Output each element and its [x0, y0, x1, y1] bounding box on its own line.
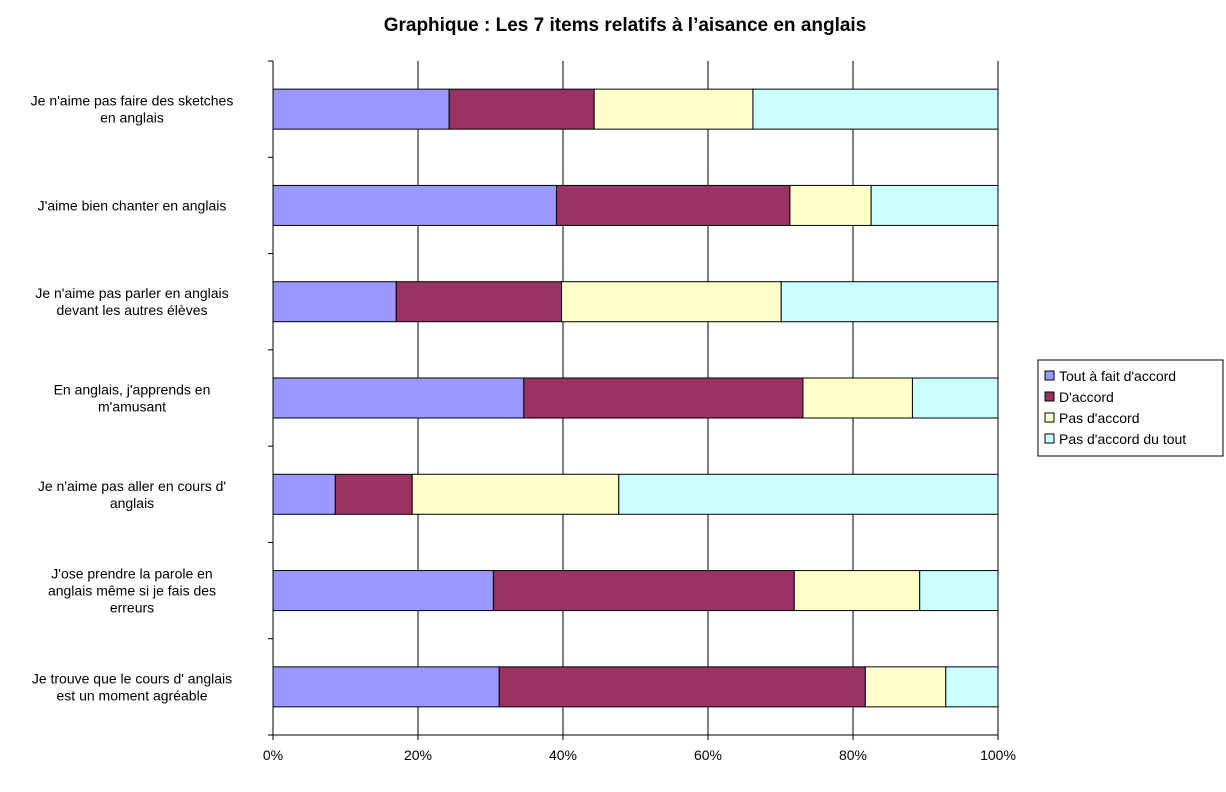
category-label: J'aime bien chanter en anglais	[38, 197, 227, 213]
bar-segment	[920, 571, 998, 611]
x-tick-labels: 0% 20% 40% 60% 80% 100%	[263, 747, 1016, 763]
x-tick-label: 40%	[549, 747, 577, 763]
bar-segment	[865, 667, 945, 707]
x-tick-label: 80%	[839, 747, 867, 763]
bar-segment	[273, 474, 335, 514]
category-label: Je n'aime pas aller en cours d' anglais	[38, 478, 226, 511]
x-tick-label: 20%	[404, 747, 432, 763]
bar-segment	[781, 282, 998, 322]
category-label: Je trouve que le cours d' anglais est un …	[32, 670, 232, 703]
bar-segment	[556, 185, 789, 225]
bar-segment	[871, 185, 998, 225]
bar-segment	[499, 667, 865, 707]
legend-label: Pas d'accord	[1059, 410, 1140, 426]
category-label: Je n'aime pas parler en anglais devant le…	[35, 285, 228, 318]
legend-label: Pas d'accord du tout	[1059, 431, 1186, 447]
category-label: En anglais, j'apprends en m'amusant	[54, 382, 211, 415]
bar-segment	[594, 89, 753, 129]
bar-segment	[493, 571, 794, 611]
category-label: J'ose prendre la parole en anglais même s…	[48, 566, 216, 616]
legend-swatch	[1045, 371, 1054, 380]
legend-swatch	[1045, 413, 1054, 422]
bar-segment	[753, 89, 998, 129]
bar-segment	[449, 89, 594, 129]
bar-segment	[562, 282, 782, 322]
legend-swatch	[1045, 392, 1054, 401]
x-tick-label: 100%	[980, 747, 1016, 763]
bar-segment	[803, 378, 912, 418]
bar-segment	[273, 571, 493, 611]
legend-label: Tout à fait d'accord	[1059, 368, 1176, 384]
legend-label: D'accord	[1059, 389, 1114, 405]
bar-segment	[794, 571, 919, 611]
bar-segment	[396, 282, 561, 322]
chart-title: Graphique : Les 7 items relatifs à l’ais…	[384, 15, 867, 36]
bar-segment	[912, 378, 998, 418]
category-labels: Je n'aime pas faire des sketches en angla…	[31, 93, 234, 704]
bar-segment	[412, 474, 619, 514]
x-tick-label: 0%	[263, 747, 283, 763]
bar-segment	[790, 185, 871, 225]
x-tick-label: 60%	[694, 747, 722, 763]
bar-segment	[273, 667, 499, 707]
bar-segment	[619, 474, 998, 514]
bar-segment	[273, 378, 524, 418]
legend-swatch	[1045, 434, 1054, 443]
bar-segment	[273, 185, 556, 225]
bar-segment	[946, 667, 998, 707]
bar-segment	[524, 378, 803, 418]
legend: Tout à fait d'accord D'accord Pas d'accord…	[1038, 360, 1223, 456]
category-label: Je n'aime pas faire des sketches en angla…	[31, 93, 234, 126]
bar-segment	[273, 89, 449, 129]
bar-segment	[273, 282, 396, 322]
bar-segment	[335, 474, 412, 514]
bars	[273, 89, 998, 707]
